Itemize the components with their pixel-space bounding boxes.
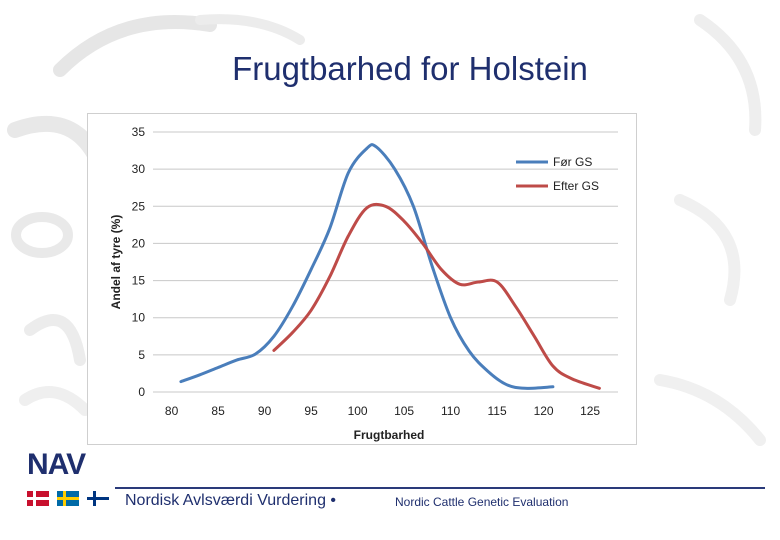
chart-frame: 0 5 10 15 20 25 30 35 80 85 90 95 100 105 110 115 120 125… — [87, 113, 637, 445]
axis-layer: 0 5 10 15 20 25 30 35 80 85 90 95 100 105 110 115 120 125 — [132, 125, 601, 418]
footer-divider — [115, 487, 765, 489]
series-line-1 — [272, 202, 601, 390]
legend: Før GS Efter GS — [516, 155, 599, 193]
x-tick-label-110: 110 — [441, 404, 460, 418]
x-tick-label-100: 100 — [348, 404, 368, 418]
y-tick-label-35: 35 — [132, 125, 146, 139]
x-tick-label-120: 120 — [534, 404, 554, 418]
x-axis-label: Frugtbarhed — [354, 428, 425, 442]
y-tick-label-10: 10 — [132, 311, 146, 325]
footer-text-nordic-dk: Nordisk Avlsværdi Vurdering • — [125, 492, 337, 509]
series-line-0 — [179, 143, 555, 390]
y-tick-label-30: 30 — [132, 162, 146, 176]
grid-layer — [153, 131, 618, 393]
footer-text-nordic-en: Nordic Cattle Genetic Evaluation — [395, 495, 569, 509]
legend-label-1: Efter GS — [553, 179, 599, 193]
y-tick-label-20: 20 — [132, 236, 146, 250]
y-tick-label-25: 25 — [132, 199, 146, 213]
slide-title: Frugtbarhed for Holstein — [232, 50, 588, 87]
x-tick-label-90: 90 — [258, 404, 272, 418]
series-layer — [179, 143, 601, 390]
sweden-flag-icon — [57, 491, 79, 506]
x-tick-label-95: 95 — [304, 404, 318, 418]
denmark-flag-icon — [27, 491, 49, 506]
x-tick-label-105: 105 — [394, 404, 414, 418]
x-tick-label-85: 85 — [211, 404, 225, 418]
legend-label-0: Før GS — [553, 155, 592, 169]
y-tick-label-15: 15 — [132, 274, 146, 288]
fertility-line-chart: 0 5 10 15 20 25 30 35 80 85 90 95 100 105 110 115 120 125… — [109, 125, 618, 442]
y-axis-label: Andel af tyre (%) — [109, 215, 123, 310]
x-tick-label-80: 80 — [165, 404, 179, 418]
y-tick-label-5: 5 — [138, 348, 145, 362]
x-tick-label-125: 125 — [580, 404, 600, 418]
flag-row — [27, 491, 109, 506]
finland-flag-icon — [87, 491, 109, 506]
nav-logo: NAV — [27, 448, 86, 481]
x-tick-label-115: 115 — [488, 404, 507, 418]
y-tick-label-0: 0 — [138, 385, 145, 399]
